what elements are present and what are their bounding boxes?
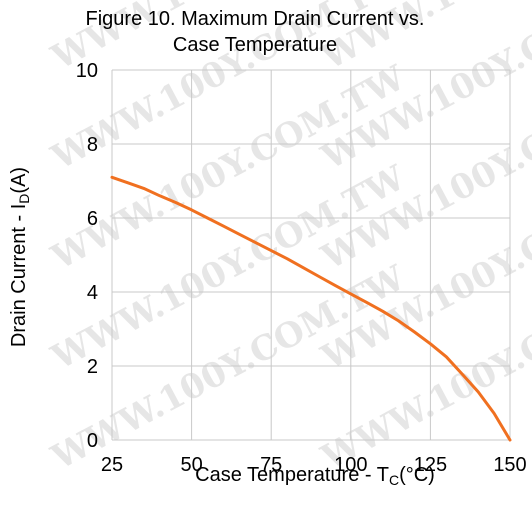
y-tick-label: 6 [87,208,98,230]
chart-title-line-2: Case Temperature [172,34,338,56]
series-line [110,175,512,442]
x-axis-label-subscript: C [388,472,400,488]
x-tick-label: 150 [493,454,526,476]
series-layer [110,175,512,442]
y-axis-label-subscript: D [16,193,32,204]
x-tick-label: 125 [414,454,447,476]
x-axis-label-unit: (°C) [399,464,435,486]
x-tick-label: 25 [101,454,123,476]
y-axis-label: Drain Current - ID(A) [8,127,32,387]
y-axis-label-unit: (A) [8,166,30,194]
x-tick-label: 75 [260,454,282,476]
x-axis-label: Case Temperature - TC(°C) [110,464,520,488]
y-tick-label: 4 [87,282,98,304]
chart-title-line-1: Figure 10. Maximum Drain Current vs. [85,8,425,30]
watermark-layer: WWW.100Y.COM.TWWWW.100Y.COM.TWWWW.100Y.C… [45,0,532,478]
x-axis-label-main: Case Temperature - T [195,464,389,486]
x-tick-label: 50 [180,454,202,476]
y-tick-label: 8 [87,134,98,156]
y-tick-label: 0 [87,430,98,452]
grid-layer [111,69,511,441]
x-tick-labels: 25 50 75 100 125 150 [101,454,527,476]
x-tick-label: 100 [334,454,367,476]
y-tick-label: 2 [87,356,98,378]
y-tick-labels: 0 2 4 6 8 10 [76,60,98,452]
y-axis-label-main: Drain Current - I [8,203,30,348]
y-tick-label: 10 [76,60,98,82]
